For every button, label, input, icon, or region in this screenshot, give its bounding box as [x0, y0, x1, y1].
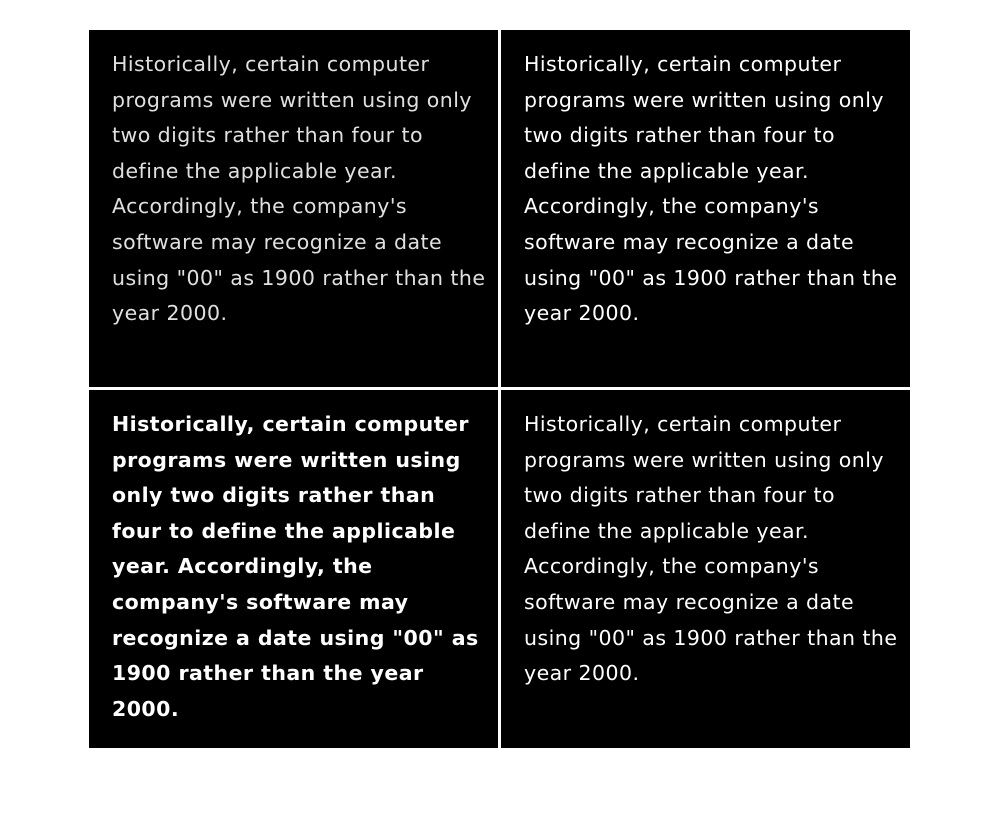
panel-paragraph: Historically, certain computer programs …: [524, 412, 898, 686]
text-panel-top-right: Historically, certain computer programs …: [501, 30, 910, 387]
panel-paragraph: Historically, certain computer programs …: [112, 52, 486, 326]
text-panel-bottom-left: Historically, certain computer programs …: [89, 390, 498, 748]
panel-paragraph: Historically, certain computer programs …: [524, 52, 898, 326]
panel-paragraph: Historically, certain computer programs …: [112, 412, 479, 721]
text-panel-grid: Historically, certain computer programs …: [89, 30, 910, 748]
text-panel-top-left: Historically, certain computer programs …: [89, 30, 498, 387]
text-panel-bottom-right: Historically, certain computer programs …: [501, 390, 910, 748]
